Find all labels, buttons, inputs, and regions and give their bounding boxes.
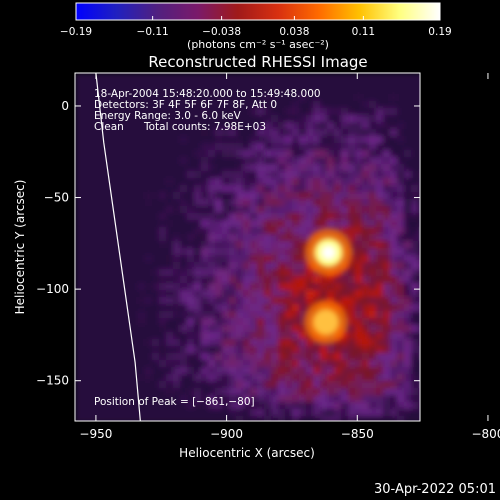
- colorbar-gradient: [75, 2, 441, 21]
- x-axis-ticks: −950 −900 −850 −800: [79, 73, 500, 441]
- colorbar-tick-label: 0.038: [279, 26, 309, 38]
- colorbar-ticks: −0.19 −0.11 −0.038 0.038 0.11 0.19: [60, 16, 452, 38]
- y-tick-label: −100: [36, 282, 69, 296]
- info-energy-range: Energy Range: 3.0 - 6.0 keV: [94, 110, 241, 122]
- x-tick-label: −850: [341, 427, 374, 441]
- y-tick-label: −150: [36, 374, 69, 388]
- colorbar-tick-label: −0.19: [60, 26, 92, 38]
- y-axis-label: Heliocentric Y (arcsec): [13, 179, 27, 315]
- source-blob: [304, 228, 353, 277]
- colorbar: −0.19 −0.11 −0.038 0.038 0.11 0.19: [60, 2, 452, 38]
- colorbar-tick-label: −0.038: [202, 26, 241, 38]
- colorbar-tick-label: 0.19: [428, 26, 451, 38]
- x-tick-label: −900: [210, 427, 243, 441]
- x-tick-label: −800: [471, 427, 500, 441]
- colorbar-unit-label: (photons cm⁻² s⁻¹ asec⁻²): [187, 38, 329, 51]
- x-axis-label: Heliocentric X (arcsec): [179, 446, 315, 460]
- info-total-counts: Total counts: 7.98E+03: [144, 121, 267, 133]
- colorbar-tick-label: −0.11: [137, 26, 169, 38]
- peak-position-label: Position of Peak = [−861,−80]: [94, 396, 255, 408]
- info-algorithm: Clean: [94, 121, 124, 133]
- y-tick-label: 0: [61, 99, 69, 113]
- colorbar-tick-label: 0.11: [352, 26, 375, 38]
- x-tick-label: −950: [79, 427, 112, 441]
- info-time-range: 18-Apr-2004 15:48:20.000 to 15:49:48.000: [94, 88, 321, 100]
- footer-date: 30-Apr-2022 05:01: [374, 482, 496, 497]
- plot-frame: [74, 72, 421, 422]
- heatmap-sources: [303, 228, 353, 345]
- y-axis-ticks: 0 −50 −100 −150: [36, 99, 420, 388]
- source-blob: [303, 299, 349, 345]
- chart-title: Reconstructed RHESSI Image: [148, 53, 368, 71]
- y-tick-label: −50: [44, 191, 69, 205]
- heatmap-image: [75, 73, 420, 421]
- solar-limb-line: [95, 73, 141, 421]
- info-detectors: Detectors: 3F 4F 5F 6F 7F 8F, Att 0: [94, 99, 278, 111]
